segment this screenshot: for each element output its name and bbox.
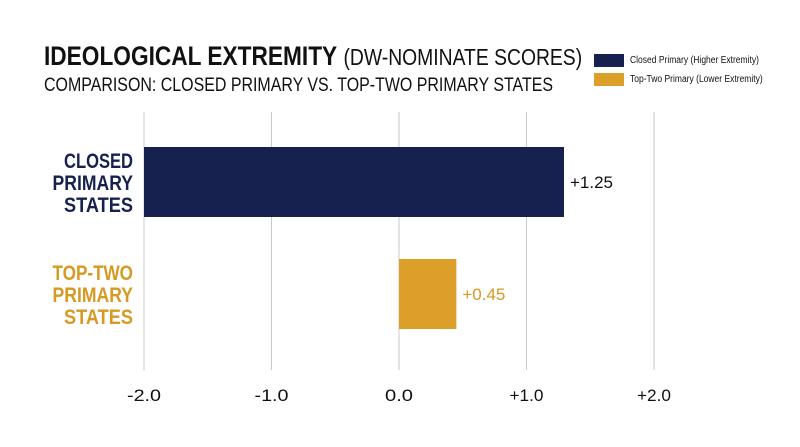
value-labels: +1.25 +0.45 [462, 173, 613, 304]
value-label: +1.25 [570, 173, 613, 192]
chart-legend: Closed Primary (Higher Extremity) Top-Tw… [594, 52, 786, 90]
x-tick-label: +1.0 [510, 386, 544, 405]
category-label: TOP-TWO [53, 262, 134, 285]
x-tick-label: 0.0 [385, 386, 413, 405]
bar [144, 147, 564, 217]
category-label: PRIMARY [53, 284, 134, 307]
x-tick-labels: -2.0 -1.0 0.0 +1.0 +2.0 [127, 386, 671, 405]
chart-title: IDEOLOGICAL EXTREMITY (DW-NOMINATE SCORE… [44, 40, 582, 73]
legend-label-top-two-primary: Top-Two Primary (Lower Extremity) [630, 73, 763, 85]
category-label: CLOSED [64, 150, 133, 173]
chart-header: IDEOLOGICAL EXTREMITY (DW-NOMINATE SCORE… [44, 40, 685, 98]
x-tick-label: -1.0 [255, 386, 289, 405]
bar [399, 259, 457, 329]
legend-item-top-two-primary: Top-Two Primary (Lower Extremity) [594, 71, 786, 87]
value-label: +0.45 [462, 285, 505, 304]
category-label: STATES [64, 194, 133, 217]
x-tick-label: +2.0 [637, 386, 671, 405]
legend-swatch-top-two-primary [594, 72, 624, 86]
x-tick-label: -2.0 [127, 386, 161, 405]
bars [144, 147, 564, 329]
category-label: PRIMARY [53, 172, 134, 195]
chart-title-main: IDEOLOGICAL EXTREMITY [44, 41, 338, 71]
chart-subtitle: COMPARISON: CLOSED PRIMARY VS. TOP-TWO P… [44, 75, 554, 96]
legend-swatch-closed-primary [594, 53, 624, 67]
legend-label-closed-primary: Closed Primary (Higher Extremity) [630, 54, 759, 66]
legend-item-closed-primary: Closed Primary (Higher Extremity) [594, 52, 786, 68]
category-label: STATES [64, 306, 133, 329]
chart-title-qualifier: (DW-NOMINATE SCORES) [343, 44, 583, 70]
